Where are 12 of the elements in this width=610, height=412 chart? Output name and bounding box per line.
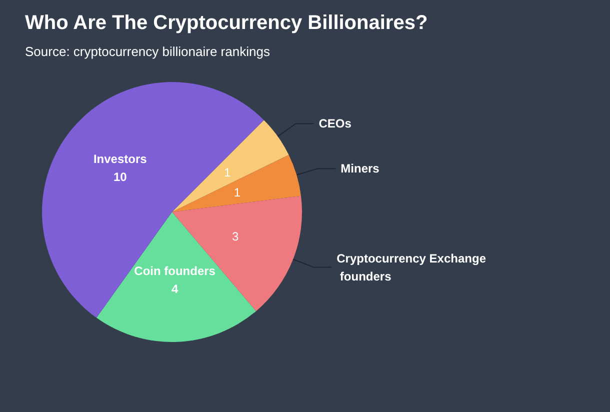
slice-label: CEOs (318, 116, 352, 131)
chart-title: Who Are The Cryptocurrency Billionaires? (25, 12, 428, 34)
slice-label: Cryptocurrency Exchange founders (336, 251, 486, 284)
slice-label: Investors (93, 152, 148, 166)
data-label: 1 (234, 186, 241, 200)
chart-subtitle: Source: cryptocurrency billionaire rankings (25, 44, 270, 59)
data-label: 4 (171, 282, 178, 296)
data-label: 1 (224, 165, 231, 180)
data-label: 10 (113, 170, 128, 184)
slice-label: Coin founders (134, 264, 216, 278)
slice-label: Miners (340, 162, 380, 176)
data-label: 3 (232, 230, 240, 244)
